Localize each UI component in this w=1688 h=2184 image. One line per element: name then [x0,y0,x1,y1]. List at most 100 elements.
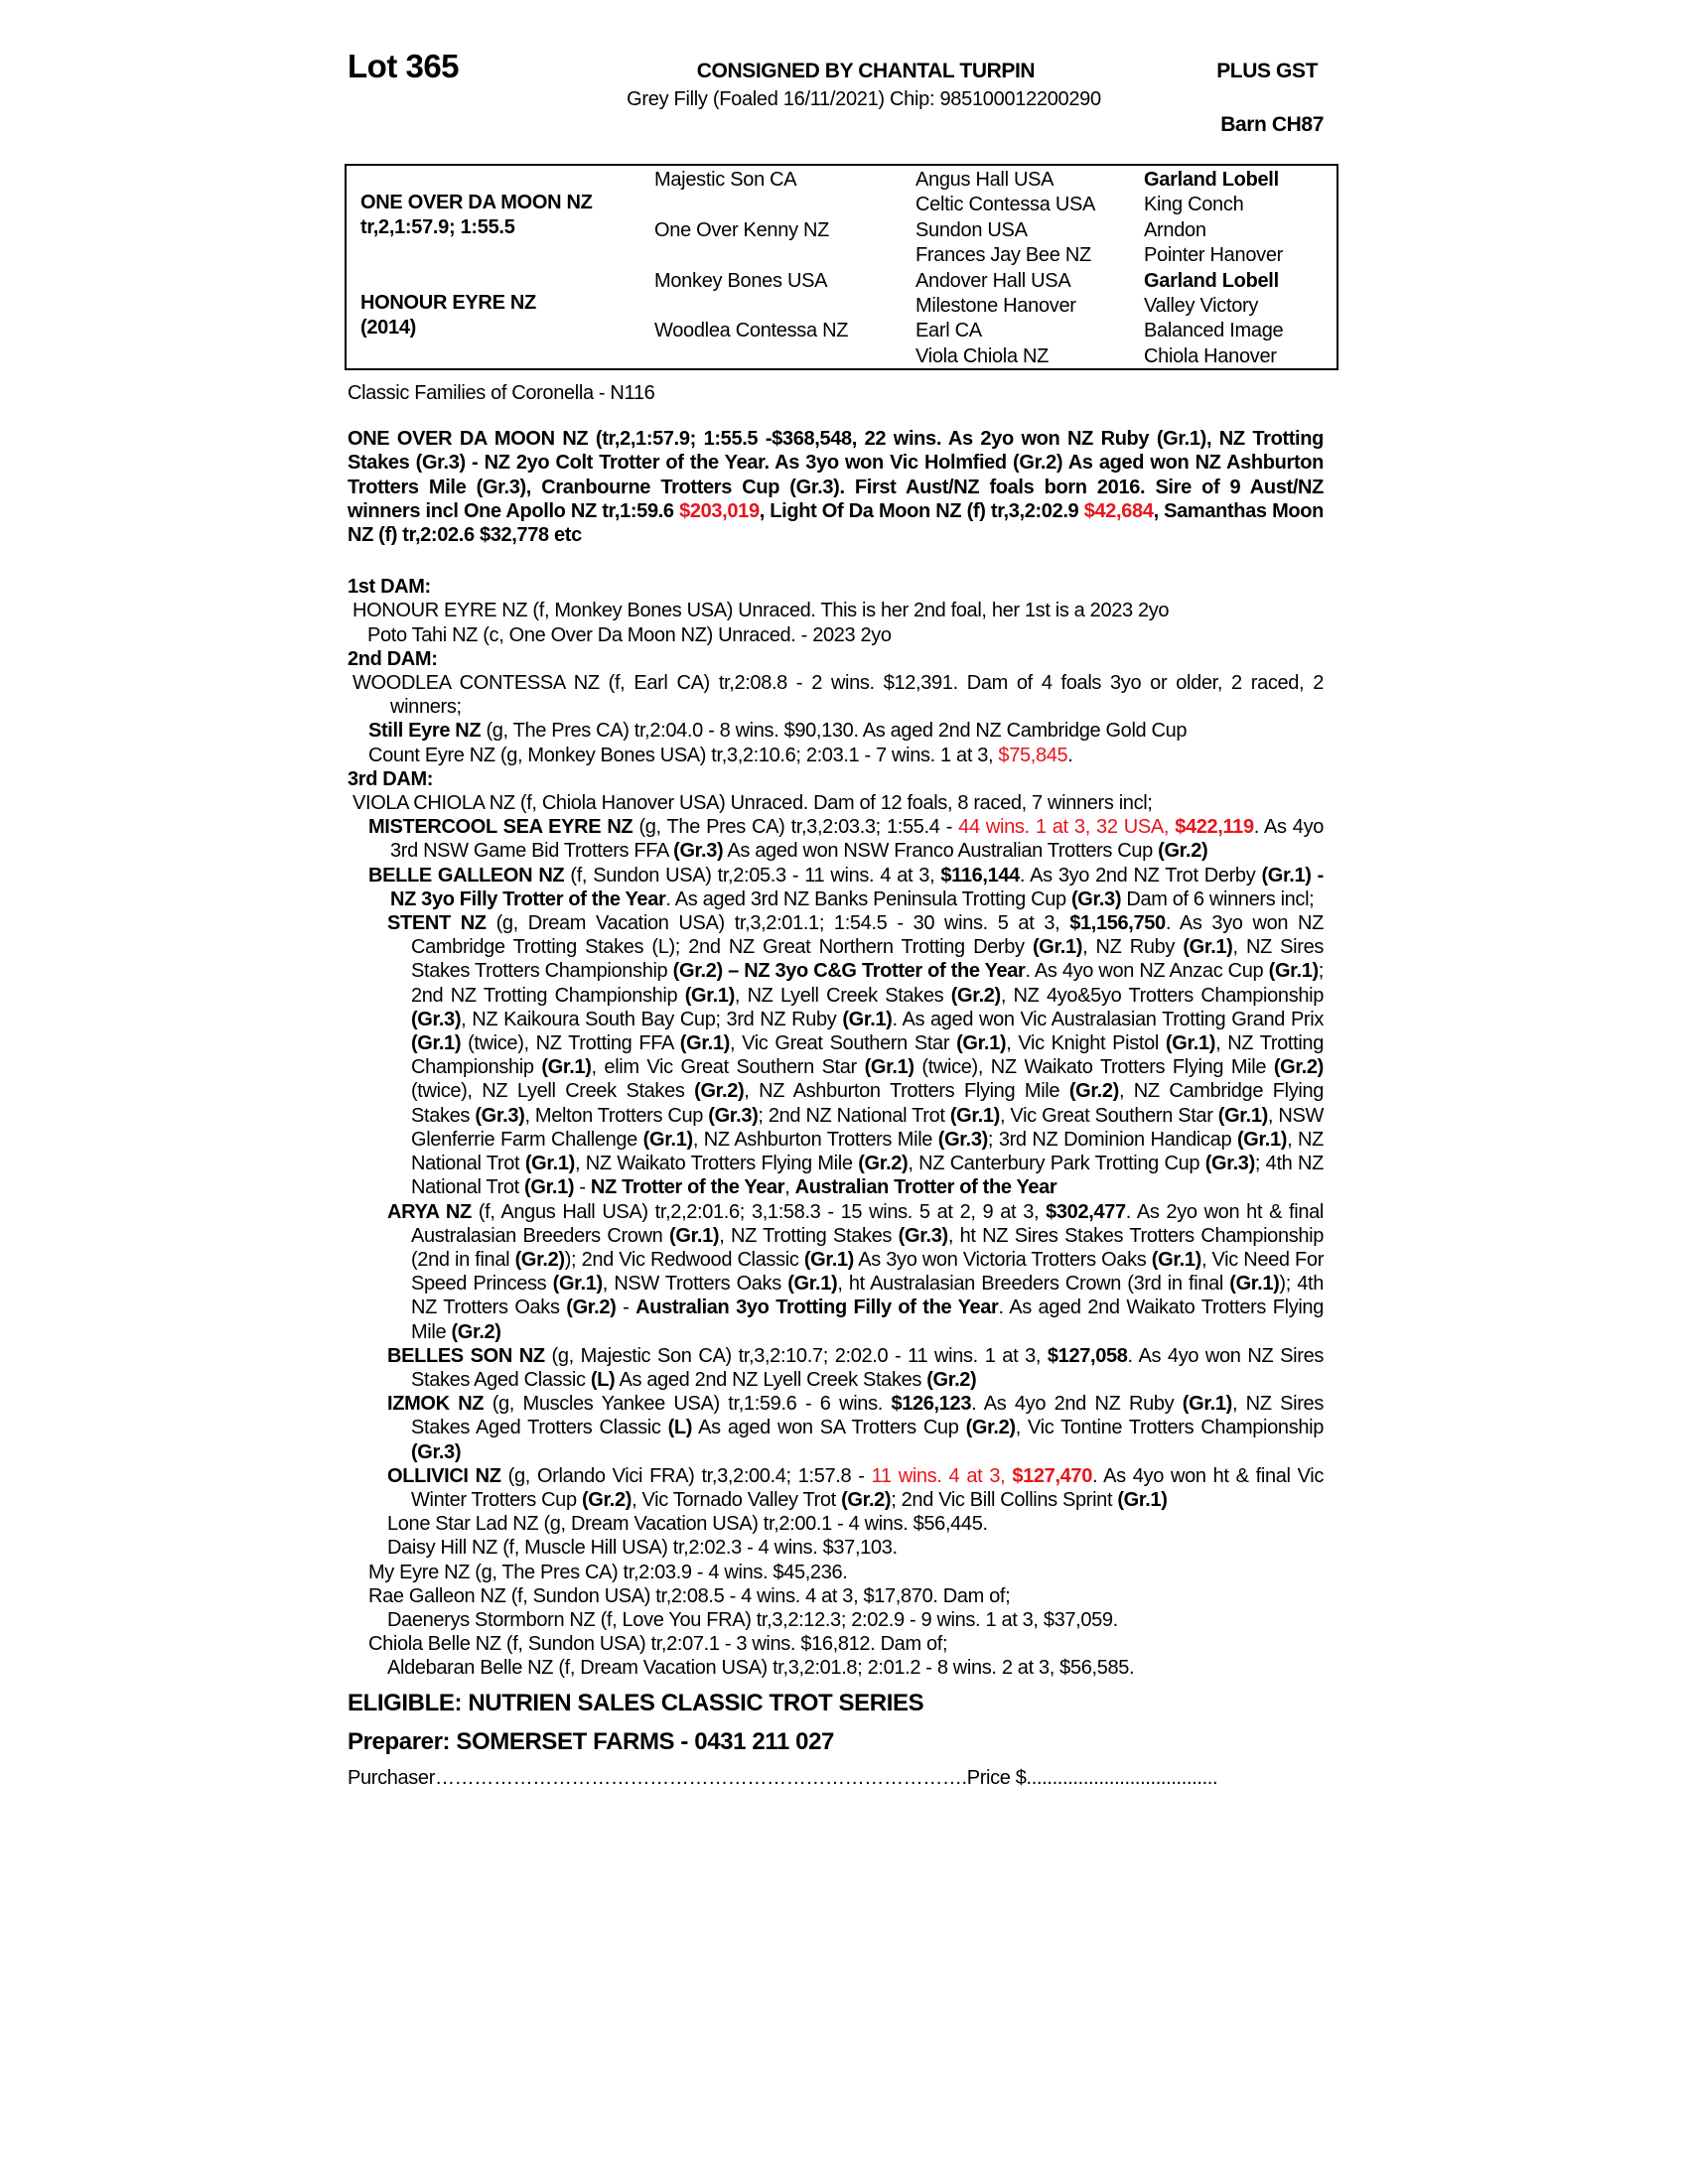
text-run: , NZ Kaikoura South Bay Cup; 3rd NZ Ruby [461,1008,843,1030]
pedigree-gen3-cell: Milestone Hanover [915,295,1076,317]
text-run: Dam of 6 winners incl; [1121,887,1315,910]
bold-text: (Gr.1) [552,1273,603,1296]
pedigree-gen2-cell: Monkey Bones USA [654,269,828,292]
highlight-text: $203,019 [679,499,760,522]
eligibility: ELIGIBLE: NUTRIEN SALES CLASSIC TROT SER… [348,1689,924,1716]
section-heading: 3rd DAM: [348,767,1324,791]
bold-text: (Gr.1) [1229,1273,1280,1296]
bold-text: (Gr.1) [669,1224,720,1247]
text-run: , Vic Tontine Trotters Championship [1015,1417,1325,1439]
highlight-text: 11 wins. 4 at 3, [871,1464,1013,1487]
pedigree-entry: OLLIVICI NZ (g, Orlando Vici FRA) tr,3,2… [348,1464,1324,1512]
bold-text: (Gr.2) [858,1153,909,1175]
pedigree-gen2-cell: Majestic Son CA [654,169,797,191]
text-run: , NZ Ashburton Trotters Mile [692,1128,938,1151]
bold-text: (Gr.1) [787,1273,838,1296]
text-run: ); 4th NZ Trotters Oaks [411,1273,1325,1319]
sire-summary: ONE OVER DA MOON NZ (tr,2,1:57.9; 1:55.5… [348,427,1324,547]
text-run: , NZ Sires Stakes Trotters Championship [411,936,1324,983]
pedigree-gen4-cell: Garland Lobell [1144,269,1279,292]
bold-text: $126,123 [891,1393,972,1416]
bold-text: (Gr.2) [1273,1056,1324,1079]
text-run: - [616,1297,636,1319]
pedigree-entry: Daenerys Stormborn NZ (f, Love You FRA) … [348,1608,1324,1632]
text-run: Daisy Hill NZ (f, Muscle Hill USA) tr,2:… [387,1537,898,1560]
text-run: (g, The Pres CA) tr,2:04.0 - 8 wins. $90… [481,720,1188,743]
bold-text: (Gr.1) [1151,1248,1201,1271]
bold-text: (Gr.3) [708,1104,759,1127]
bold-text: (Gr.2) [950,984,1001,1007]
bold-text: (Gr.2) – NZ 3yo C&G Trotter of the Year [672,960,1026,983]
pedigree-gen4-cell: Garland Lobell [1144,169,1279,191]
text-run: (g, Orlando Vici FRA) tr,3,2:00.4; 1:57.… [500,1464,872,1487]
text-run: . As aged 2nd Waikato Trotters Flying Mi… [411,1297,1324,1343]
purchaser-price-line: Purchaser……………………………………………………………………….Pri… [348,1766,1218,1789]
text-run: , NZ Cambridge Flying Stakes [411,1080,1324,1127]
bold-text: (Gr.1) [541,1056,592,1079]
text-run: As aged won SA Trotters Cup [692,1417,966,1439]
bold-text: STENT NZ [387,912,487,935]
text-run: WOODLEA CONTESSA NZ (f, Earl CA) tr,2:08… [352,672,1324,719]
text-run: . As 4yo 3rd NSW Game Bid Trotters FFA [390,816,1324,863]
highlight-text: 44 wins. 1 at 3, 32 USA, [958,816,1176,839]
bold-text: (Gr.3) [898,1224,948,1247]
pedigree-gen2-cell: Woodlea Contessa NZ [654,320,849,342]
text-run: , ht Australasian Breeders Crown (3rd in… [837,1273,1230,1296]
text-run: 1st DAM: [348,576,431,599]
text-run: . As 4yo won NZ Anzac Cup [1025,960,1269,983]
pedigree-gen2-cell: One Over Kenny NZ [654,218,830,241]
bold-text: $1,156,750 [1069,912,1166,935]
bold-text: Australian Trotter of the Year [794,1176,1057,1199]
pedigree-gen4-cell: Pointer Hanover [1144,244,1284,267]
bold-text: BELLES SON NZ [387,1344,545,1367]
text-run: , NSW Glenferrie Farm Challenge [411,1104,1324,1151]
text-run: , NSW Trotters Oaks [602,1273,788,1296]
bold-text: (Gr.2) [841,1488,892,1511]
bold-text: NZ Trotter of the Year [590,1176,785,1199]
pedigree-gen4-cell: Valley Victory [1144,295,1259,317]
bold-text: IZMOK NZ [387,1393,485,1416]
pedigree-entry: Count Eyre NZ (g, Monkey Bones USA) tr,3… [348,744,1324,767]
bold-text: (Gr.1) [1183,936,1233,959]
pedigree-entry: STENT NZ (g, Dream Vacation USA) tr,3,2:… [348,911,1324,1199]
pedigree-entry: BELLE GALLEON NZ (f, Sundon USA) tr,2:05… [348,864,1324,911]
highlight-text: $127,470 [1012,1464,1092,1487]
text-run: As aged won NSW Franco Australian Trotte… [723,840,1159,863]
highlight-text: $422,119 [1175,816,1254,839]
bold-text: ONE OVER DA MOON NZ (tr,2,1:57.9; 1:55.5… [348,428,1324,522]
text-run: , NZ Lyell Creek Stakes [734,984,951,1007]
text-run: (g, Majestic Son CA) tr,3,2:10.7; 2:02.0… [544,1344,1048,1367]
text-run: , NZ Waikato Trotters Flying Mile [574,1153,859,1175]
pedigree-entry: Rae Galleon NZ (f, Sundon USA) tr,2:08.5… [348,1584,1324,1608]
bold-text: Australian 3yo Trotting Filly of the Yea… [635,1297,999,1319]
pedigree-entry: Chiola Belle NZ (f, Sundon USA) tr,2:07.… [348,1632,1324,1656]
bold-text: (Gr.3) [475,1104,525,1127]
text-run: . As 4yo won ht & final Vic Winter Trott… [411,1464,1324,1511]
text-run: , [784,1176,795,1199]
bold-text: , Light Of Da Moon NZ (f) tr,3,2:02.9 [759,499,1084,522]
barn-number: Barn CH87 [1220,113,1324,136]
bold-text: (Gr.2) [965,1417,1016,1439]
bold-text: (Gr.2) [514,1248,565,1271]
text-run: . As 3yo won NZ Cambridge Trotting Stake… [411,912,1325,959]
text-run: , Vic Tornado Valley Trot [632,1488,842,1511]
pedigree-gen3-cell: Celtic Contessa USA [915,194,1096,216]
text-run: Aldebaran Belle NZ (f, Dream Vacation US… [387,1657,1135,1680]
bold-text: $302,477 [1046,1200,1126,1223]
dam-year: (2014) [360,317,417,339]
bold-text: (Gr.3) [411,1440,462,1463]
text-run: . As aged won Vic Australasian Trotting … [892,1008,1324,1030]
text-run: , Vic Great Southern Star [999,1104,1218,1127]
bold-text: (Gr.1) [956,1032,1007,1055]
bold-text: (Gr.1) [1032,936,1083,959]
pedigree-gen3-cell: Sundon USA [915,218,1028,241]
bold-text: ARYA NZ [387,1200,472,1223]
bold-text: (Gr.1) [949,1104,1000,1127]
bold-text: (Gr.3) [937,1128,988,1151]
text-run: . As aged 3rd NZ Banks Peninsula Trottin… [665,887,1071,910]
bold-text: (L) [667,1417,693,1439]
text-run: 3rd DAM: [348,767,434,790]
gst-note: PLUS GST [1216,60,1318,82]
text-run: , NZ 4yo&5yo Trotters Championship [1000,984,1324,1007]
bold-text: (Gr.3) [411,1008,462,1030]
